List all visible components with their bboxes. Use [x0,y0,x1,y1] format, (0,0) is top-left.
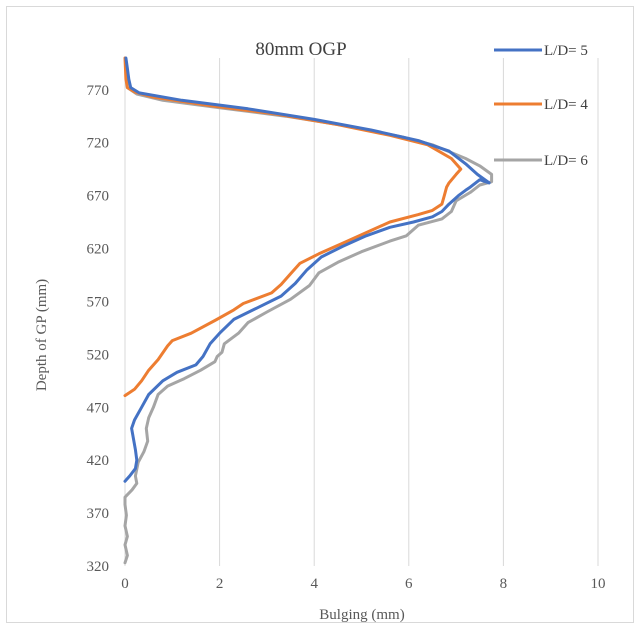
chart-area [6,6,634,623]
chart-title: 80mm OGP [255,39,346,60]
series-line [123,56,463,398]
y-tick-label: 520 [87,347,110,363]
y-tick-label: 420 [87,453,110,469]
axes: 0 2 4 6 8 10 320 370 420 470 520 570 620 670 720 770 [87,58,606,592]
x-tick-label: 4 [310,576,318,592]
y-tick-label: 720 [87,136,110,152]
y-tick-label: 570 [87,294,110,310]
x-tick-label: 6 [405,576,413,592]
legend: L/D= 5 L/D= 4 L/D= 6 [494,43,588,169]
x-axis-label: Bulging (mm) [319,607,404,623]
legend-label: L/D= 5 [544,43,588,59]
x-tick-label: 2 [216,576,224,592]
y-axis-label: Depth of GP (mm) [34,279,50,391]
gridlines [219,58,599,566]
x-tick-label: 10 [591,576,606,592]
series-line [123,56,494,565]
y-tick-label: 670 [87,189,110,205]
legend-label: L/D= 4 [544,97,588,113]
y-tick-label: 320 [87,559,110,575]
y-tick-label: 370 [87,506,110,522]
x-tick-label: 0 [121,576,129,592]
x-tick-label: 8 [500,576,508,592]
y-tick-label: 770 [87,83,110,99]
y-tick-label: 620 [87,242,110,258]
legend-label: L/D= 6 [544,153,588,169]
y-tick-label: 470 [87,400,110,416]
series-lines [123,56,494,565]
series-line [123,56,491,483]
